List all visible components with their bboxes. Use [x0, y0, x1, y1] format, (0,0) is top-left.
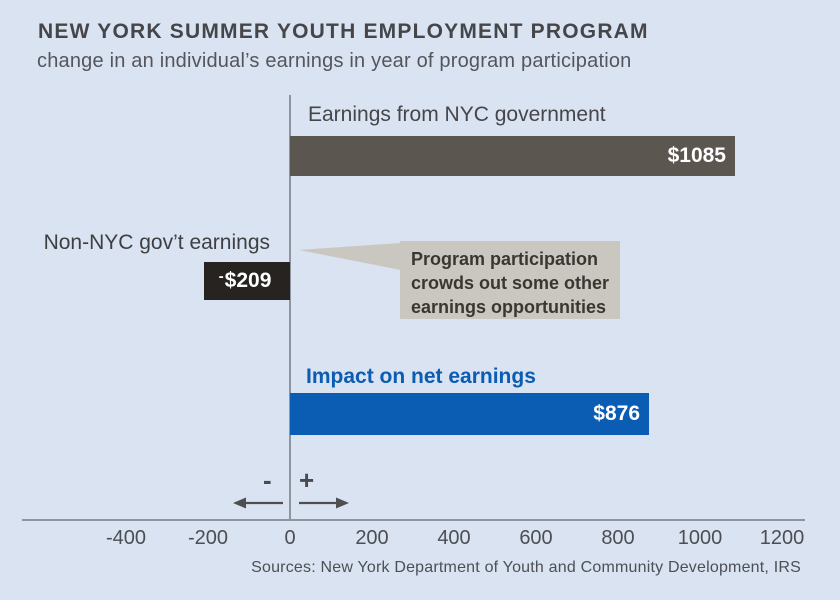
source-attribution: Sources: New York Department of Youth an… [251, 559, 801, 576]
bar-value-non-nyc: -$209 [204, 262, 290, 300]
right-arrow-icon [299, 497, 349, 509]
bar-label-nyc-gov-earnings: Earnings from NYC government [308, 103, 606, 126]
negative-direction-sign: - [263, 465, 272, 495]
x-tick-label: 800 [601, 527, 635, 549]
x-axis-line [22, 519, 805, 521]
bar-nyc-gov-earnings: $1085 [290, 136, 735, 176]
chart-subtitle: change in an individual’s earnings in ye… [37, 50, 632, 72]
bar-label-net-earnings: Impact on net earnings [306, 365, 536, 388]
callout-box: Program participation crowds out some ot… [400, 241, 620, 319]
x-tick-label: -400 [105, 527, 147, 549]
callout-text-line: crowds out some other [411, 273, 610, 293]
chart-title: NEW YORK SUMMER YOUTH EMPLOYMENT PROGRAM [38, 20, 649, 43]
bar-value-net: $876 [593, 402, 640, 425]
bar-label-non-nyc-earnings: Non-NYC gov’t earnings [43, 231, 270, 254]
callout-text-line: Program participation [411, 249, 599, 269]
x-tick-label: 1200 [759, 527, 805, 549]
neg-amount: $209 [224, 269, 272, 292]
x-tick-label: 600 [519, 527, 553, 549]
x-tick-label: 200 [355, 527, 389, 549]
bar-net-earnings: $876 [290, 393, 649, 435]
x-tick-label: 400 [437, 527, 471, 549]
callout-text-line: earnings opportunities [411, 297, 607, 317]
x-tick-label: -200 [187, 527, 229, 549]
x-tick-label: 1000 [677, 527, 723, 549]
callout-pointer-icon [299, 243, 401, 270]
zero-axis-line [289, 95, 291, 520]
left-arrow-icon [233, 497, 283, 509]
bar-non-nyc-earnings: -$209 [204, 262, 290, 300]
minus-superscript: - [218, 268, 224, 286]
positive-direction-sign: + [299, 465, 315, 495]
x-tick-label: 0 [284, 527, 296, 549]
bar-value-nyc-gov: $1085 [667, 144, 726, 167]
